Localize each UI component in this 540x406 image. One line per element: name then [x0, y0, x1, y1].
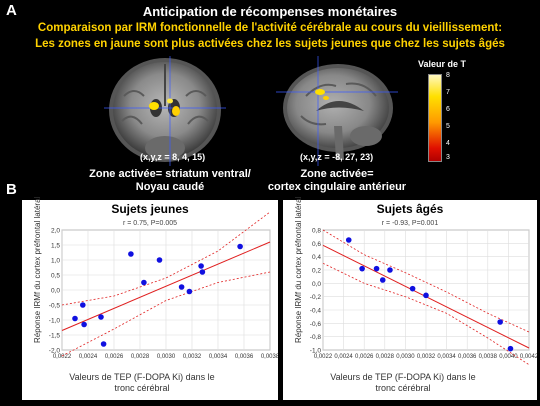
brain-left-caption-line-1: Zone activée= striatum ventral/: [89, 168, 251, 180]
colorbar-tick: 7: [446, 89, 450, 96]
x-tick-label: 0,0028: [131, 354, 150, 360]
y-tick-label: 0,6: [312, 241, 321, 248]
plot-title: Sujets âgés: [376, 202, 444, 216]
data-point: [237, 243, 243, 250]
x-tick-label: 0,0032: [417, 354, 436, 360]
x-tick-label: 0,0030: [157, 354, 176, 360]
x-tick-label: 0,0026: [355, 354, 374, 360]
colorbar-tick: 3: [446, 154, 450, 161]
confidence-band-lower: [61, 271, 271, 357]
plot-x-axis-label: Valeurs de TEP (F-DOPA Ki) dans le tronc…: [69, 372, 215, 393]
data-point: [359, 265, 365, 272]
x-tick-label: 0,0042: [520, 354, 537, 360]
x-tick-label: 0,0040: [499, 354, 518, 360]
data-point: [81, 321, 87, 328]
colorbar-tick: 6: [446, 106, 450, 113]
colorbar: [428, 74, 442, 162]
plot-canvas-young: 2,0 1,5 1,0 0,5 0,0 -0,5 -1,0 -1,5 -2,00,0022 0,0…: [49, 211, 278, 360]
y-tick-label: -0,6: [310, 321, 322, 328]
plot-x-axis-label: Valeurs de TEP (F-DOPA Ki) dans le tronc…: [330, 372, 476, 393]
regression-line: [61, 241, 271, 331]
data-point: [198, 263, 204, 269]
data-point: [387, 267, 393, 273]
confidence-band-upper: [61, 211, 271, 306]
y-tick-label: -0,2: [310, 294, 322, 301]
colorbar-tick: 8: [446, 72, 450, 79]
y-tick-label: 0,4: [312, 254, 321, 261]
figure-title: Anticipation de récompenses monétaires: [142, 4, 398, 19]
figure-subtitle-line-1: Comparaison par IRM fonctionnelle de l'a…: [37, 22, 503, 34]
x-tick-label: 0,0024: [79, 354, 98, 360]
data-point: [199, 269, 206, 275]
confidence-band-lower: [322, 262, 530, 366]
x-tick-label: 0,0034: [209, 354, 228, 360]
x-tick-label: 0,0036: [458, 354, 477, 360]
brain-right-coordinates: (x,y,z = -8, 27, 23): [300, 152, 374, 162]
y-tick-label: 1,0: [51, 258, 60, 265]
plot-stat: r = -0.93, P=0.001: [381, 220, 439, 227]
data-point: [507, 345, 514, 352]
y-tick-label: -0,5: [49, 303, 61, 310]
panel-letter-b: B: [6, 181, 17, 198]
figure-subtitle-line-2: Les zones en jaune sont plus activées ch…: [35, 38, 505, 50]
x-tick-label: 0,0036: [235, 354, 254, 360]
y-tick-label: -0,8: [310, 334, 322, 341]
data-point: [128, 251, 134, 257]
data-point: [98, 314, 104, 320]
x-tick-label: 0,0038: [479, 354, 498, 360]
data-point: [72, 315, 78, 322]
plot-canvas-old: 0,80,60,40,20,0-0,2-0,4-0,6-0,8-1,00,002…: [310, 228, 537, 366]
y-tick-label: -1,5: [49, 333, 61, 340]
y-tick-label: -2,0: [49, 348, 61, 355]
brain-right-caption-line-2: cortex cingulaire antérieur: [267, 181, 407, 193]
data-point: [156, 257, 163, 263]
data-point: [80, 302, 86, 308]
scatter-plot-young: Sujets jeunes r = 0.75, P=0.005 Réponse …: [22, 197, 278, 400]
data-point: [178, 284, 185, 290]
confidence-band-upper: [322, 229, 530, 333]
y-tick-label: 2,0: [51, 228, 60, 235]
y-tick-label: 1,5: [51, 243, 60, 250]
brain-coronal-image: [104, 56, 226, 166]
data-point: [345, 237, 352, 243]
y-tick-label: -1,0: [310, 348, 322, 355]
data-point: [186, 288, 193, 295]
panel-letter-a: A: [6, 2, 17, 19]
y-tick-label: 0,2: [312, 268, 321, 275]
brain-sagittal-image: [276, 56, 398, 166]
y-tick-label: 0,0: [51, 288, 60, 295]
colorbar-label: Valeur de T: [418, 59, 467, 69]
x-tick-label: 0,0022: [53, 354, 72, 360]
plot-title: Sujets jeunes: [111, 202, 189, 216]
data-point: [100, 341, 107, 347]
brain-left-coordinates: (x,y,z = 8, 4, 15): [140, 152, 206, 162]
scatter-plot-old: Sujets âgés r = -0.93, P=0.001 Réponse I…: [283, 197, 537, 400]
plot-stat: r = 0.75, P=0.005: [122, 220, 178, 227]
data-point: [423, 292, 429, 299]
data-point: [497, 319, 503, 325]
brain-right-caption-line-1: Zone activée=: [300, 168, 374, 180]
colorbar-tick: 4: [446, 140, 450, 147]
x-tick-label: 0,0030: [396, 354, 415, 360]
y-tick-label: 0,5: [51, 273, 60, 280]
data-point: [409, 285, 416, 292]
x-tick-label: 0,0038: [261, 354, 278, 360]
x-tick-label: 0,0026: [105, 354, 124, 360]
data-point: [373, 265, 380, 272]
data-point: [141, 279, 147, 286]
y-tick-label: -1,0: [49, 318, 61, 325]
y-tick-label: -0,4: [310, 308, 322, 315]
y-tick-label: 0,8: [312, 228, 321, 235]
x-tick-label: 0,0034: [437, 354, 456, 360]
x-tick-label: 0,0022: [314, 354, 333, 360]
x-tick-label: 0,0028: [376, 354, 395, 360]
y-tick-label: 0,0: [312, 281, 321, 288]
x-tick-label: 0,0032: [183, 354, 202, 360]
brain-left-caption-line-2: Noyau caudé: [135, 181, 205, 193]
x-tick-label: 0,0024: [334, 354, 353, 360]
data-point: [379, 277, 386, 283]
colorbar-tick: 5: [446, 123, 450, 130]
